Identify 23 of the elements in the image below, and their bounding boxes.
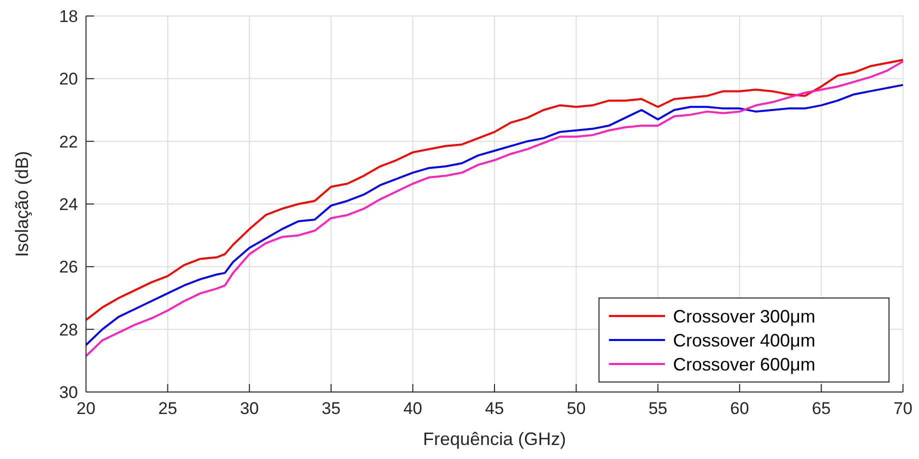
y-tick-label: 24 [59, 194, 78, 214]
x-tick-label: 70 [894, 399, 912, 418]
legend-label: Crossover 300μm [673, 306, 816, 326]
y-tick-label: 30 [59, 382, 78, 402]
x-tick-label: 30 [240, 399, 259, 418]
x-tick-label: 20 [76, 399, 96, 418]
y-tick-label: 28 [59, 320, 78, 340]
x-tick-label: 50 [566, 399, 586, 418]
x-axis-title: Frequência (GHz) [422, 429, 566, 449]
y-axis-title: Isolação (dB) [12, 150, 32, 258]
y-tick-label: 26 [59, 258, 78, 277]
x-tick-label: 35 [322, 399, 341, 418]
x-tick-label: 45 [485, 399, 504, 418]
legend-label: Crossover 600μm [673, 354, 816, 374]
y-tick-label: 18 [59, 6, 78, 26]
y-tick-label: 22 [59, 132, 78, 152]
x-tick-label: 25 [158, 399, 178, 418]
x-tick-label: 60 [730, 399, 750, 418]
x-tick-label: 65 [812, 399, 831, 418]
x-tick-label: 55 [648, 399, 668, 418]
y-tick-label: 20 [59, 70, 78, 89]
x-tick-label: 40 [403, 399, 422, 418]
legend-label: Crossover 400μm [673, 330, 816, 350]
